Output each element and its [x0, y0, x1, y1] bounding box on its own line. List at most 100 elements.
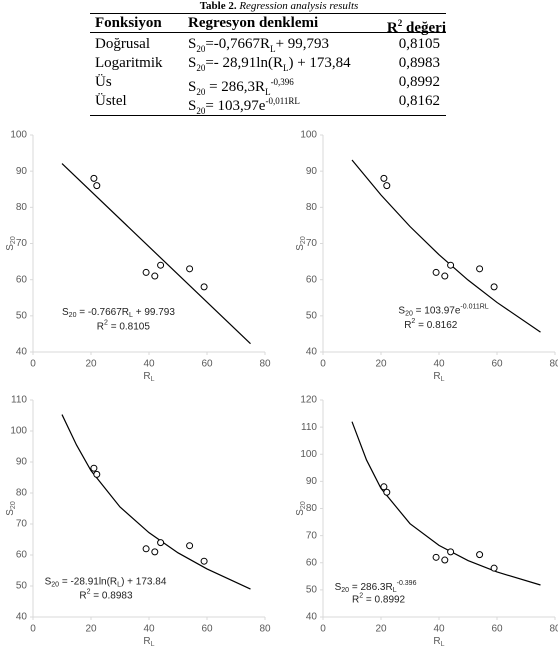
header-cell: R2 değeri [387, 14, 446, 37]
trendline-equation: R2 = 0.8105 [97, 320, 151, 332]
y-axis-label: S20 [5, 236, 18, 251]
trendline [61, 163, 251, 345]
y-tick-label: 100 [10, 426, 27, 437]
text-part: + 99,793 [275, 36, 330, 52]
data-point [476, 551, 484, 559]
row-label: Logaritmik [95, 55, 163, 71]
data-point [200, 557, 208, 565]
x-tick-label: 60 [201, 359, 213, 370]
table-rule [90, 13, 446, 14]
row-label: Üstel [95, 93, 127, 109]
text-part: L [270, 44, 276, 54]
x-axis-label: RL [433, 636, 444, 646]
r2-value: 0,8983 [398, 55, 440, 71]
trendline-equation: R2 = 0.8983 [79, 589, 133, 601]
x-tick-label: 60 [491, 624, 503, 635]
text-part: -0,396 [270, 77, 294, 87]
y-axis-label: S20 [5, 501, 18, 516]
text-part: 20 [51, 582, 59, 589]
text-part: = 0.8992 [363, 594, 405, 605]
text-part: = 103,97e [205, 98, 266, 114]
data-point [93, 470, 101, 478]
text-part: 20 [10, 501, 17, 509]
text-part: R [143, 636, 150, 646]
y-tick-label: 100 [300, 130, 317, 141]
trendline [61, 414, 251, 590]
text-part: ) + 173,84 [288, 55, 351, 71]
equation: S20=- 28,91ln(RL) + 173,84 [188, 54, 351, 77]
table-rule [90, 32, 446, 33]
text-part: S [295, 244, 306, 251]
y-tick-label: 40 [306, 612, 318, 623]
y-tick-label: 80 [16, 488, 28, 499]
text-part: 20 [196, 63, 206, 73]
data-point [142, 545, 150, 553]
text-part: R [433, 636, 440, 646]
data-point [200, 283, 208, 291]
x-tick-label: 40 [433, 624, 445, 635]
x-tick-label: 20 [375, 359, 387, 370]
text-part: R [404, 320, 411, 331]
text-part: L [393, 588, 397, 595]
text-part: L [129, 313, 133, 320]
y-tick-label: 100 [10, 130, 27, 141]
row-label: Üs [95, 74, 112, 90]
y-tick-label: 120 [300, 395, 317, 406]
x-tick-label: 60 [201, 624, 213, 635]
y-tick-label: 40 [16, 347, 28, 358]
text-part: 20 [405, 311, 413, 318]
trendline-equation: S20 = -0.7667RL + 99.793 [62, 307, 175, 320]
text-part: 20 [300, 236, 307, 244]
y-tick-label: 40 [306, 347, 318, 358]
text-part: S [188, 55, 197, 71]
x-axis-label: RL [433, 371, 444, 384]
data-point [447, 261, 455, 269]
data-point [490, 564, 498, 572]
x-tick-label: 80 [549, 624, 558, 635]
x-axis-label: RL [143, 636, 154, 646]
y-tick-label: 70 [306, 238, 318, 249]
data-point [383, 488, 391, 496]
data-point [380, 174, 388, 182]
x-tick-label: 40 [143, 359, 155, 370]
text-part: 2 [104, 320, 108, 327]
y-tick-label: 40 [16, 612, 28, 623]
data-point [186, 265, 194, 273]
y-tick-label: 90 [306, 166, 318, 177]
data-point [383, 182, 391, 190]
data-point [90, 464, 98, 472]
data-point [157, 539, 165, 547]
y-tick-label: 80 [306, 202, 318, 213]
x-tick-label: 20 [85, 624, 97, 635]
caption-text: Regression analysis results [239, 0, 359, 12]
text-part: değeri [402, 20, 446, 36]
text-part: 2 [397, 18, 403, 28]
x-tick-label: 60 [491, 359, 503, 370]
text-part: =-0,7667R [205, 36, 271, 52]
text-part: ) + 173.84 [121, 576, 167, 587]
header-cell: Fonksiyon [95, 15, 162, 31]
y-tick-label: 90 [306, 476, 318, 487]
text-part: = 0.8162 [415, 320, 457, 331]
y-tick-label: 110 [11, 395, 27, 406]
data-point [447, 548, 455, 556]
equation: S20=-0,7667RL+ 99,793 [188, 35, 329, 58]
text-part: S [188, 98, 197, 114]
text-part: S [188, 79, 197, 95]
text-part: 20 [300, 501, 307, 509]
trendline-equation: R2 = 0.8162 [404, 318, 458, 330]
text-part: L [441, 376, 445, 383]
text-part: L [151, 376, 155, 383]
text-part: R [79, 590, 86, 601]
text-part: 20 [196, 106, 206, 116]
x-axis-label: RL [143, 371, 154, 384]
data-point [432, 268, 440, 276]
y-tick-label: 60 [306, 557, 318, 568]
x-tick-label: 0 [320, 624, 326, 635]
table-caption: Table 2. Regression analysis results [0, 0, 558, 12]
text-part: 20 [69, 313, 77, 320]
y-tick-label: 70 [306, 530, 318, 541]
text-part: 20 [341, 588, 349, 595]
